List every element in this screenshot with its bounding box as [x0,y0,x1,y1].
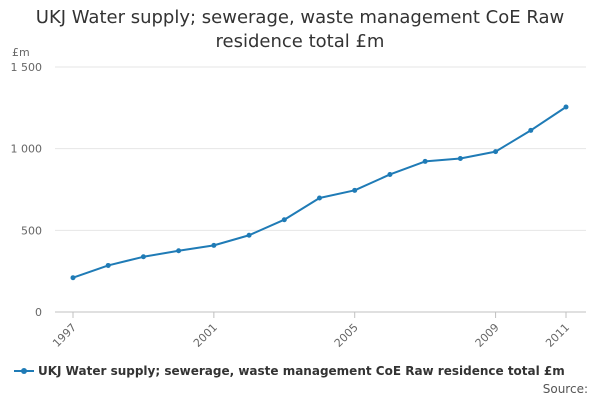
series-group [70,104,569,281]
data-point[interactable] [317,195,322,201]
data-point[interactable] [176,248,182,254]
data-point[interactable] [422,158,428,164]
legend-label: UKJ Water supply; sewerage, waste manage… [38,364,565,378]
y-tick-label: 1 000 [11,143,43,156]
y-tick-label: 0 [35,306,42,319]
data-point[interactable] [493,149,499,155]
x-tick-label: 2011 [543,321,572,350]
x-ticks: 1997 2001 2005 2009 2011 [50,312,572,350]
data-point[interactable] [528,127,534,133]
data-point[interactable] [352,187,358,193]
x-tick-label: 2001 [191,321,220,350]
data-point[interactable] [140,254,146,260]
data-point[interactable] [105,262,111,268]
data-point[interactable] [246,232,252,238]
x-tick-label: 2009 [473,321,502,350]
data-point[interactable] [281,217,287,223]
y-tick-label: 1 500 [11,61,43,74]
y-tick-labels: 0 500 1 000 1 500 [11,61,43,319]
data-point[interactable] [563,104,569,110]
x-tick-label: 2005 [332,321,361,350]
data-point[interactable] [457,155,463,161]
y-tick-label: 500 [21,224,42,237]
data-point[interactable] [70,275,76,281]
data-point[interactable] [387,171,393,177]
legend[interactable]: UKJ Water supply; sewerage, waste manage… [14,364,565,378]
source-credit[interactable]: Source: [542,382,588,396]
y-axis-label: £m [12,46,30,59]
chart-title-line-2: residence total £m [215,31,385,52]
grid-lines [55,66,586,231]
x-tick-label: 1997 [50,321,79,350]
data-point[interactable] [211,242,217,248]
series-line[interactable] [72,106,567,279]
chart-title-line-1: UKJ Water supply; sewerage, waste manage… [35,7,565,28]
chart-title: UKJ Water supply; sewerage, waste manage… [0,6,600,54]
legend-symbol [14,368,34,374]
